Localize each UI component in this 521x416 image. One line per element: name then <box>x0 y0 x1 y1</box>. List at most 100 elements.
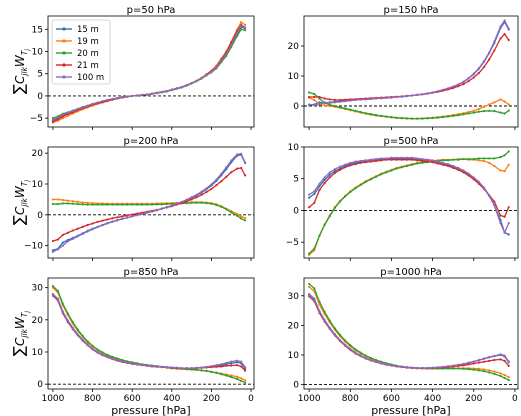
data-point <box>457 166 460 170</box>
data-point <box>66 111 69 114</box>
data-point <box>318 310 321 313</box>
data-point <box>195 79 198 82</box>
data-point <box>482 59 486 63</box>
data-point <box>126 216 129 219</box>
data-point <box>86 223 89 227</box>
data-point <box>364 112 367 115</box>
data-point <box>416 93 419 96</box>
data-point <box>507 206 510 209</box>
data-point <box>441 161 444 164</box>
data-point <box>472 111 475 114</box>
data-point <box>313 287 316 290</box>
y-tick-label: 20 <box>288 321 300 331</box>
data-point <box>452 166 455 170</box>
data-point <box>477 157 480 160</box>
data-point <box>106 218 109 221</box>
data-point <box>452 114 455 117</box>
data-point <box>145 211 149 214</box>
series-line <box>52 295 246 372</box>
data-point <box>51 118 55 121</box>
y-tick-label: 20 <box>288 42 300 52</box>
data-point <box>354 98 357 102</box>
data-point <box>210 183 213 186</box>
data-point <box>76 333 79 337</box>
data-point <box>507 163 510 166</box>
data-point <box>308 95 311 99</box>
data-point <box>426 160 429 163</box>
data-point <box>150 203 154 206</box>
data-point <box>160 207 163 210</box>
data-point <box>76 328 79 331</box>
data-point <box>410 94 414 97</box>
data-point <box>493 157 496 160</box>
data-point <box>395 156 398 159</box>
data-point <box>328 171 331 174</box>
data-point <box>190 198 193 201</box>
data-point <box>421 159 424 163</box>
data-point <box>390 158 393 161</box>
data-point <box>405 156 408 159</box>
data-point <box>488 157 491 160</box>
data-point <box>190 201 193 204</box>
series-20m <box>51 201 247 222</box>
data-point <box>111 220 114 224</box>
x-tick-label: 0 <box>248 394 254 404</box>
data-point <box>101 203 104 206</box>
data-point <box>462 171 465 174</box>
data-point <box>318 234 321 237</box>
data-point <box>170 366 173 369</box>
y-tick-label: 10 <box>288 72 300 82</box>
data-point <box>328 101 331 105</box>
data-point <box>467 368 470 371</box>
data-point <box>503 100 506 103</box>
data-point <box>131 362 134 365</box>
data-point <box>81 203 84 206</box>
data-point <box>374 360 378 363</box>
data-point <box>499 98 502 101</box>
data-point <box>338 106 342 109</box>
y-tick-label: 5 <box>37 70 43 80</box>
data-point <box>150 210 154 213</box>
data-point <box>160 365 163 368</box>
data-point <box>338 98 342 102</box>
data-point <box>190 81 193 85</box>
data-point <box>180 85 183 89</box>
data-point <box>240 215 243 218</box>
series-line <box>52 293 246 370</box>
data-point <box>328 173 331 177</box>
data-point <box>230 364 233 367</box>
data-point <box>56 289 60 292</box>
data-point <box>71 229 74 232</box>
axes-frame <box>47 15 255 128</box>
data-point <box>441 365 444 368</box>
data-point <box>76 227 79 230</box>
data-point <box>354 187 357 190</box>
data-point <box>225 364 228 367</box>
data-point <box>452 158 455 161</box>
data-point <box>240 365 243 368</box>
data-point <box>136 94 139 97</box>
data-point <box>121 360 124 363</box>
data-point <box>318 182 321 185</box>
data-point <box>482 157 486 160</box>
data-point <box>101 351 104 354</box>
data-point <box>482 65 486 69</box>
data-point <box>210 70 213 74</box>
data-point <box>308 252 311 255</box>
data-point <box>230 171 233 174</box>
data-point <box>374 113 378 117</box>
data-point <box>338 165 342 168</box>
data-point <box>507 360 510 363</box>
data-point <box>220 180 223 183</box>
data-point <box>86 343 89 347</box>
data-point <box>482 370 486 373</box>
data-point <box>400 166 403 169</box>
data-point <box>400 156 403 159</box>
panel-title: p=200 hPa <box>123 136 178 147</box>
data-point <box>225 374 228 377</box>
data-point <box>421 161 424 164</box>
data-point <box>215 365 218 368</box>
data-point <box>380 97 383 100</box>
data-point <box>410 156 414 159</box>
data-point <box>349 348 352 351</box>
